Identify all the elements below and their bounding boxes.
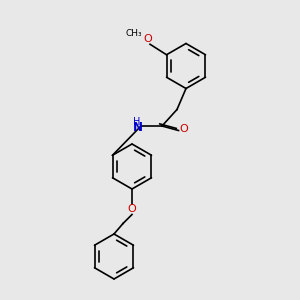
Text: CH₃: CH₃ bbox=[125, 29, 142, 38]
Text: H: H bbox=[133, 117, 140, 128]
Text: O: O bbox=[143, 34, 152, 44]
Text: O: O bbox=[179, 124, 188, 134]
Text: N: N bbox=[133, 121, 143, 134]
Text: O: O bbox=[128, 204, 136, 214]
